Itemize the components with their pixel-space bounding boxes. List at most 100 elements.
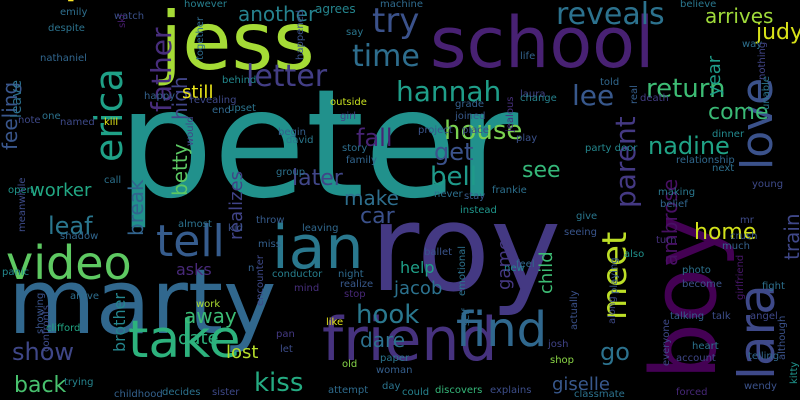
word-still: still bbox=[182, 82, 214, 103]
word-making: making bbox=[658, 187, 696, 198]
word-kid: kid bbox=[228, 223, 243, 234]
word-become: become bbox=[682, 279, 723, 290]
word-giselle: giselle bbox=[552, 374, 610, 395]
word-arrives: arrives bbox=[705, 4, 774, 28]
word-n: n bbox=[248, 263, 255, 274]
word-outside: outside bbox=[330, 97, 367, 108]
word-jess: jess bbox=[160, 0, 315, 88]
word-end: end bbox=[212, 105, 231, 116]
word-everyone: everyone bbox=[661, 319, 672, 366]
word-get: get bbox=[434, 138, 474, 166]
word-however: however bbox=[184, 0, 227, 10]
word-take: take bbox=[128, 310, 241, 370]
word-girl: girl bbox=[340, 111, 357, 122]
word-kiss: kiss bbox=[254, 368, 304, 398]
word-note: note bbox=[18, 115, 41, 126]
word-home: home bbox=[694, 220, 757, 245]
word-seeing: seeing bbox=[564, 227, 597, 238]
word-lost: lost bbox=[226, 342, 259, 363]
word-old: old bbox=[342, 359, 358, 370]
word-relationship: relationship bbox=[676, 155, 735, 166]
word-wendy: wendy bbox=[744, 381, 777, 392]
word-marty: marty bbox=[8, 250, 277, 355]
word-party-door: party door bbox=[585, 143, 638, 154]
word-happy: happy bbox=[144, 91, 176, 102]
word-would: would bbox=[185, 116, 196, 146]
word-way: way bbox=[742, 39, 763, 50]
word-confronts: confronts bbox=[41, 305, 52, 352]
word-story: story bbox=[342, 143, 368, 154]
word-leaf: leaf bbox=[48, 212, 93, 240]
word-child: child bbox=[536, 251, 557, 294]
word-feel: feel bbox=[516, 259, 535, 270]
word-go: go bbox=[600, 338, 630, 366]
word-forced: forced bbox=[676, 387, 708, 398]
word-self: self bbox=[461, 308, 472, 326]
word-mr: mr bbox=[740, 215, 754, 226]
word-playing: playing bbox=[609, 257, 620, 294]
word-later: later bbox=[292, 166, 343, 191]
word-try: try bbox=[372, 1, 420, 41]
word-time: time bbox=[352, 39, 420, 74]
word-account: account bbox=[676, 353, 716, 364]
word-named: named bbox=[60, 117, 95, 128]
word-behind: behind bbox=[222, 75, 257, 86]
word-kitty: kitty bbox=[789, 361, 800, 384]
word-discovers: discovers bbox=[435, 385, 483, 396]
word-watch: watch bbox=[114, 11, 145, 22]
word-house: house bbox=[444, 116, 523, 146]
word-meanwhile: meanwhile bbox=[17, 177, 28, 232]
word-joined: joined bbox=[455, 111, 486, 122]
word-could: could bbox=[402, 387, 430, 398]
word-believe: believe bbox=[680, 0, 717, 10]
word-bell: bell bbox=[430, 162, 477, 192]
word-break: break bbox=[124, 179, 148, 236]
word-real: real bbox=[629, 85, 640, 104]
word-day: day bbox=[382, 381, 401, 392]
word-shop: shop bbox=[550, 355, 575, 366]
word-explains: explains bbox=[490, 385, 532, 396]
word-along: along bbox=[607, 296, 618, 324]
word-machine: machine bbox=[380, 0, 423, 10]
word-panic: panic bbox=[2, 267, 30, 278]
word-group: group bbox=[276, 167, 306, 178]
word-nathaniel: nathaniel bbox=[40, 53, 87, 64]
word-talk: talk bbox=[712, 311, 731, 322]
word-leave: leave bbox=[9, 80, 25, 118]
word-encounter: encounter bbox=[255, 255, 266, 306]
word-peter: peter bbox=[118, 58, 519, 232]
word-leaving: leaving bbox=[302, 223, 339, 234]
word-paper: paper bbox=[380, 353, 410, 364]
word-see: see bbox=[522, 158, 561, 183]
word-judy: judy bbox=[756, 20, 800, 45]
word-grade: grade bbox=[455, 99, 485, 110]
word-told: told bbox=[600, 77, 620, 88]
word-much: much bbox=[722, 241, 750, 252]
word-pan: pan bbox=[276, 329, 295, 340]
word-decides: decides bbox=[162, 387, 201, 398]
word-letter: letter bbox=[246, 59, 328, 94]
word-kill: kill bbox=[104, 117, 119, 128]
word-clifford: clifford bbox=[46, 323, 81, 334]
word-betty: betty bbox=[168, 143, 192, 196]
word-fall: fall bbox=[356, 124, 393, 152]
word-classmate: classmate bbox=[574, 389, 625, 400]
word-begin: begin bbox=[278, 127, 306, 138]
word-come: come bbox=[708, 100, 769, 125]
word-ian: ian bbox=[272, 213, 364, 283]
word-car: car bbox=[360, 204, 395, 229]
word-open: open bbox=[8, 185, 33, 196]
word-brother: brother bbox=[110, 292, 129, 352]
word-david: david bbox=[286, 135, 314, 146]
word-unable: unable bbox=[761, 75, 772, 110]
word-year: year bbox=[704, 55, 725, 96]
word-together: together bbox=[195, 16, 206, 60]
word-nadine: nadine bbox=[648, 132, 730, 160]
word-video: video bbox=[6, 236, 132, 290]
word-childhood: childhood bbox=[114, 389, 163, 400]
word-conductor: conductor bbox=[272, 269, 323, 280]
word-arrive: arrive bbox=[70, 291, 100, 302]
word-stop: stop bbox=[344, 289, 366, 300]
word-parent: parent bbox=[609, 116, 642, 208]
word-never: never bbox=[434, 189, 463, 200]
